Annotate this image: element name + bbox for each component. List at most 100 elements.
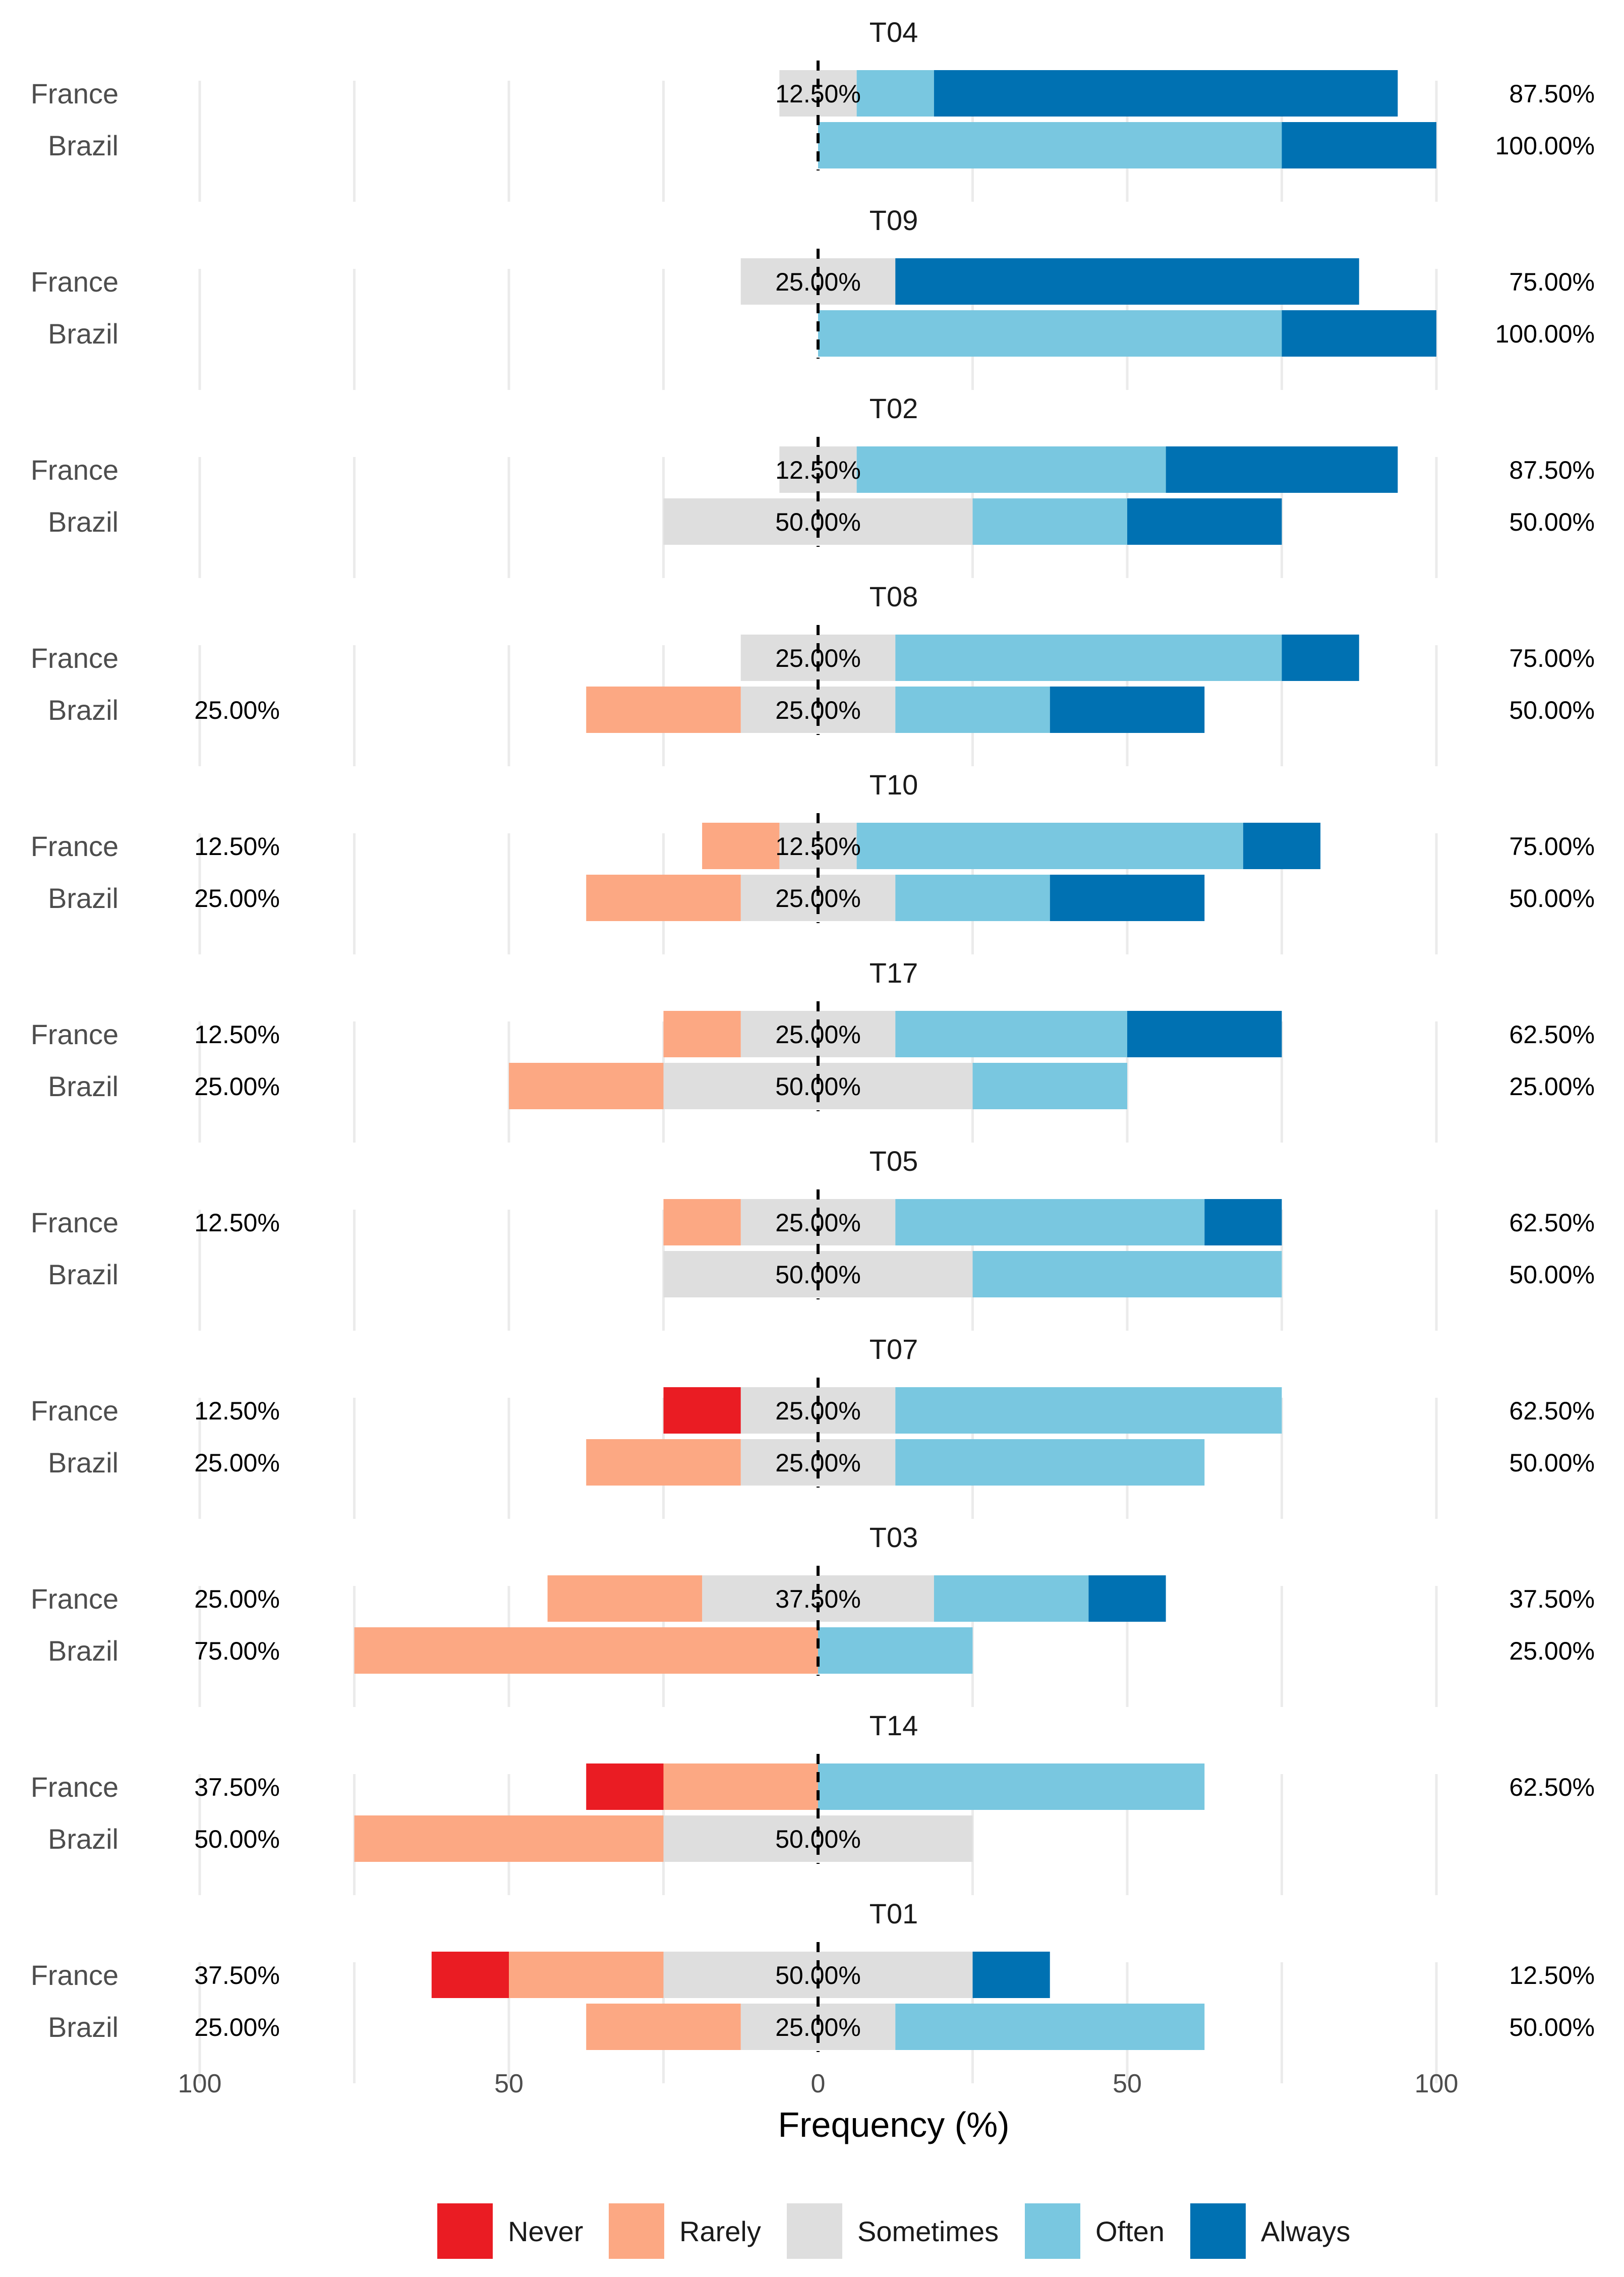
right-percent-label: 50.00% — [1509, 1261, 1595, 1289]
x-axis-title: Frequency (%) — [778, 2105, 1009, 2144]
left-percent-label: 37.50% — [194, 1961, 280, 1989]
x-tick-label: 0 — [811, 2069, 826, 2098]
bar-segment-sometimes — [740, 258, 896, 305]
panel-title: T14 — [869, 1710, 918, 1741]
center-percent-label: 50.00% — [775, 1072, 861, 1101]
row-label: France — [31, 1583, 119, 1615]
panel-title: T07 — [869, 1333, 918, 1365]
bar-segment-often — [818, 1763, 1205, 1810]
left-percent-label: 25.00% — [194, 1585, 280, 1613]
right-percent-label: 50.00% — [1509, 2013, 1595, 2041]
bar-segment-always — [1166, 446, 1398, 493]
panel-title: T08 — [869, 581, 918, 612]
bar-segment-never — [663, 1387, 741, 1434]
center-percent-label: 50.00% — [775, 508, 861, 536]
bar-segment-always — [1204, 1199, 1282, 1245]
bar-segment-often — [895, 2004, 1205, 2050]
right-percent-label: 62.50% — [1509, 1209, 1595, 1237]
bar-segment-often — [895, 1199, 1205, 1245]
row-label: Brazil — [48, 694, 119, 726]
right-percent-label: 62.50% — [1509, 1020, 1595, 1049]
right-percent-label: 50.00% — [1509, 696, 1595, 724]
row-label: Brazil — [48, 1259, 119, 1290]
bar-segment-rarely — [354, 1627, 818, 1674]
legend-label: Often — [1095, 2215, 1165, 2247]
left-percent-label: 75.00% — [194, 1637, 280, 1665]
bar-segment-always — [1050, 875, 1205, 921]
center-percent-label: 50.00% — [775, 1825, 861, 1853]
center-percent-label: 12.50% — [775, 832, 861, 861]
legend-swatch — [787, 2203, 842, 2259]
bar-segment-rarely — [547, 1575, 703, 1622]
bar-segment-sometimes — [740, 1387, 896, 1434]
labels-layer: T04 France 12.50% 87.50% Brazil 100.00% T09 Fra… — [31, 16, 1595, 2043]
bar-segment-often — [895, 635, 1282, 681]
bar-segment-rarely — [509, 1063, 664, 1109]
row-label: Brazil — [48, 1635, 119, 1667]
legend-swatch — [609, 2203, 664, 2259]
left-percent-label: 12.50% — [194, 1397, 280, 1425]
right-percent-label: 87.50% — [1509, 456, 1595, 484]
left-percent-label: 25.00% — [194, 1072, 280, 1101]
center-percent-label: 25.00% — [775, 2013, 861, 2041]
bar-segment-sometimes — [740, 1199, 896, 1245]
center-percent-label: 25.00% — [775, 1020, 861, 1049]
bar-segment-rarely — [663, 1763, 818, 1810]
bar-segment-often — [856, 823, 1243, 869]
row-label: Brazil — [48, 130, 119, 161]
bar-segment-often — [856, 70, 934, 117]
bar-segment-rarely — [702, 823, 780, 869]
bar-segment-often — [895, 1439, 1205, 1486]
right-percent-label: 100.00% — [1495, 320, 1595, 348]
left-percent-label: 25.00% — [194, 2013, 280, 2041]
row-label: Brazil — [48, 882, 119, 914]
bar-segment-sometimes — [740, 635, 896, 681]
right-percent-label: 25.00% — [1509, 1637, 1595, 1665]
x-tick-label: 50 — [1113, 2069, 1142, 2098]
right-percent-label: 62.50% — [1509, 1397, 1595, 1425]
legend-item-often: Often — [1025, 2203, 1165, 2259]
bar-segment-never — [586, 1763, 664, 1810]
legend-label: Sometimes — [857, 2215, 999, 2247]
row-label: Brazil — [48, 1823, 119, 1855]
right-percent-label: 50.00% — [1509, 1449, 1595, 1477]
bar-segment-often — [818, 122, 1282, 168]
center-percent-label: 12.50% — [775, 456, 861, 484]
row-label: France — [31, 1207, 119, 1238]
left-percent-label: 25.00% — [194, 696, 280, 724]
row-label: Brazil — [48, 506, 119, 538]
panel-title: T03 — [869, 1521, 918, 1553]
x-tick-label: 100 — [178, 2069, 222, 2098]
panel-title: T04 — [869, 16, 918, 48]
right-percent-label: 50.00% — [1509, 884, 1595, 913]
right-percent-label: 62.50% — [1509, 1773, 1595, 1801]
row-label: France — [31, 830, 119, 862]
legend-label: Always — [1261, 2215, 1350, 2247]
bar-segment-rarely — [586, 687, 741, 733]
left-percent-label: 37.50% — [194, 1773, 280, 1801]
row-label: France — [31, 1018, 119, 1050]
row-label: France — [31, 78, 119, 109]
bar-segment-always — [1282, 122, 1436, 168]
panel-title: T17 — [869, 957, 918, 989]
bar-segment-often — [972, 1063, 1127, 1109]
legend-swatch — [1190, 2203, 1246, 2259]
center-percent-label: 25.00% — [775, 1209, 861, 1237]
bar-segment-always — [934, 70, 1398, 117]
right-percent-label: 100.00% — [1495, 132, 1595, 160]
bar-segment-often — [895, 1011, 1127, 1057]
row-label: Brazil — [48, 1070, 119, 1102]
bar-segment-sometimes — [702, 1575, 934, 1622]
bar-segment-sometimes — [740, 1011, 896, 1057]
bar-segment-always — [1282, 635, 1359, 681]
bar-segment-often — [934, 1575, 1089, 1622]
panel-title: T02 — [869, 392, 918, 424]
bars-layer — [354, 61, 1436, 2052]
bar-segment-often — [818, 1627, 973, 1674]
x-tick-label: 50 — [494, 2069, 524, 2098]
center-percent-label: 25.00% — [775, 268, 861, 296]
bar-segment-often — [856, 446, 1166, 493]
bar-segment-always — [1282, 310, 1436, 357]
left-percent-label: 25.00% — [194, 884, 280, 913]
